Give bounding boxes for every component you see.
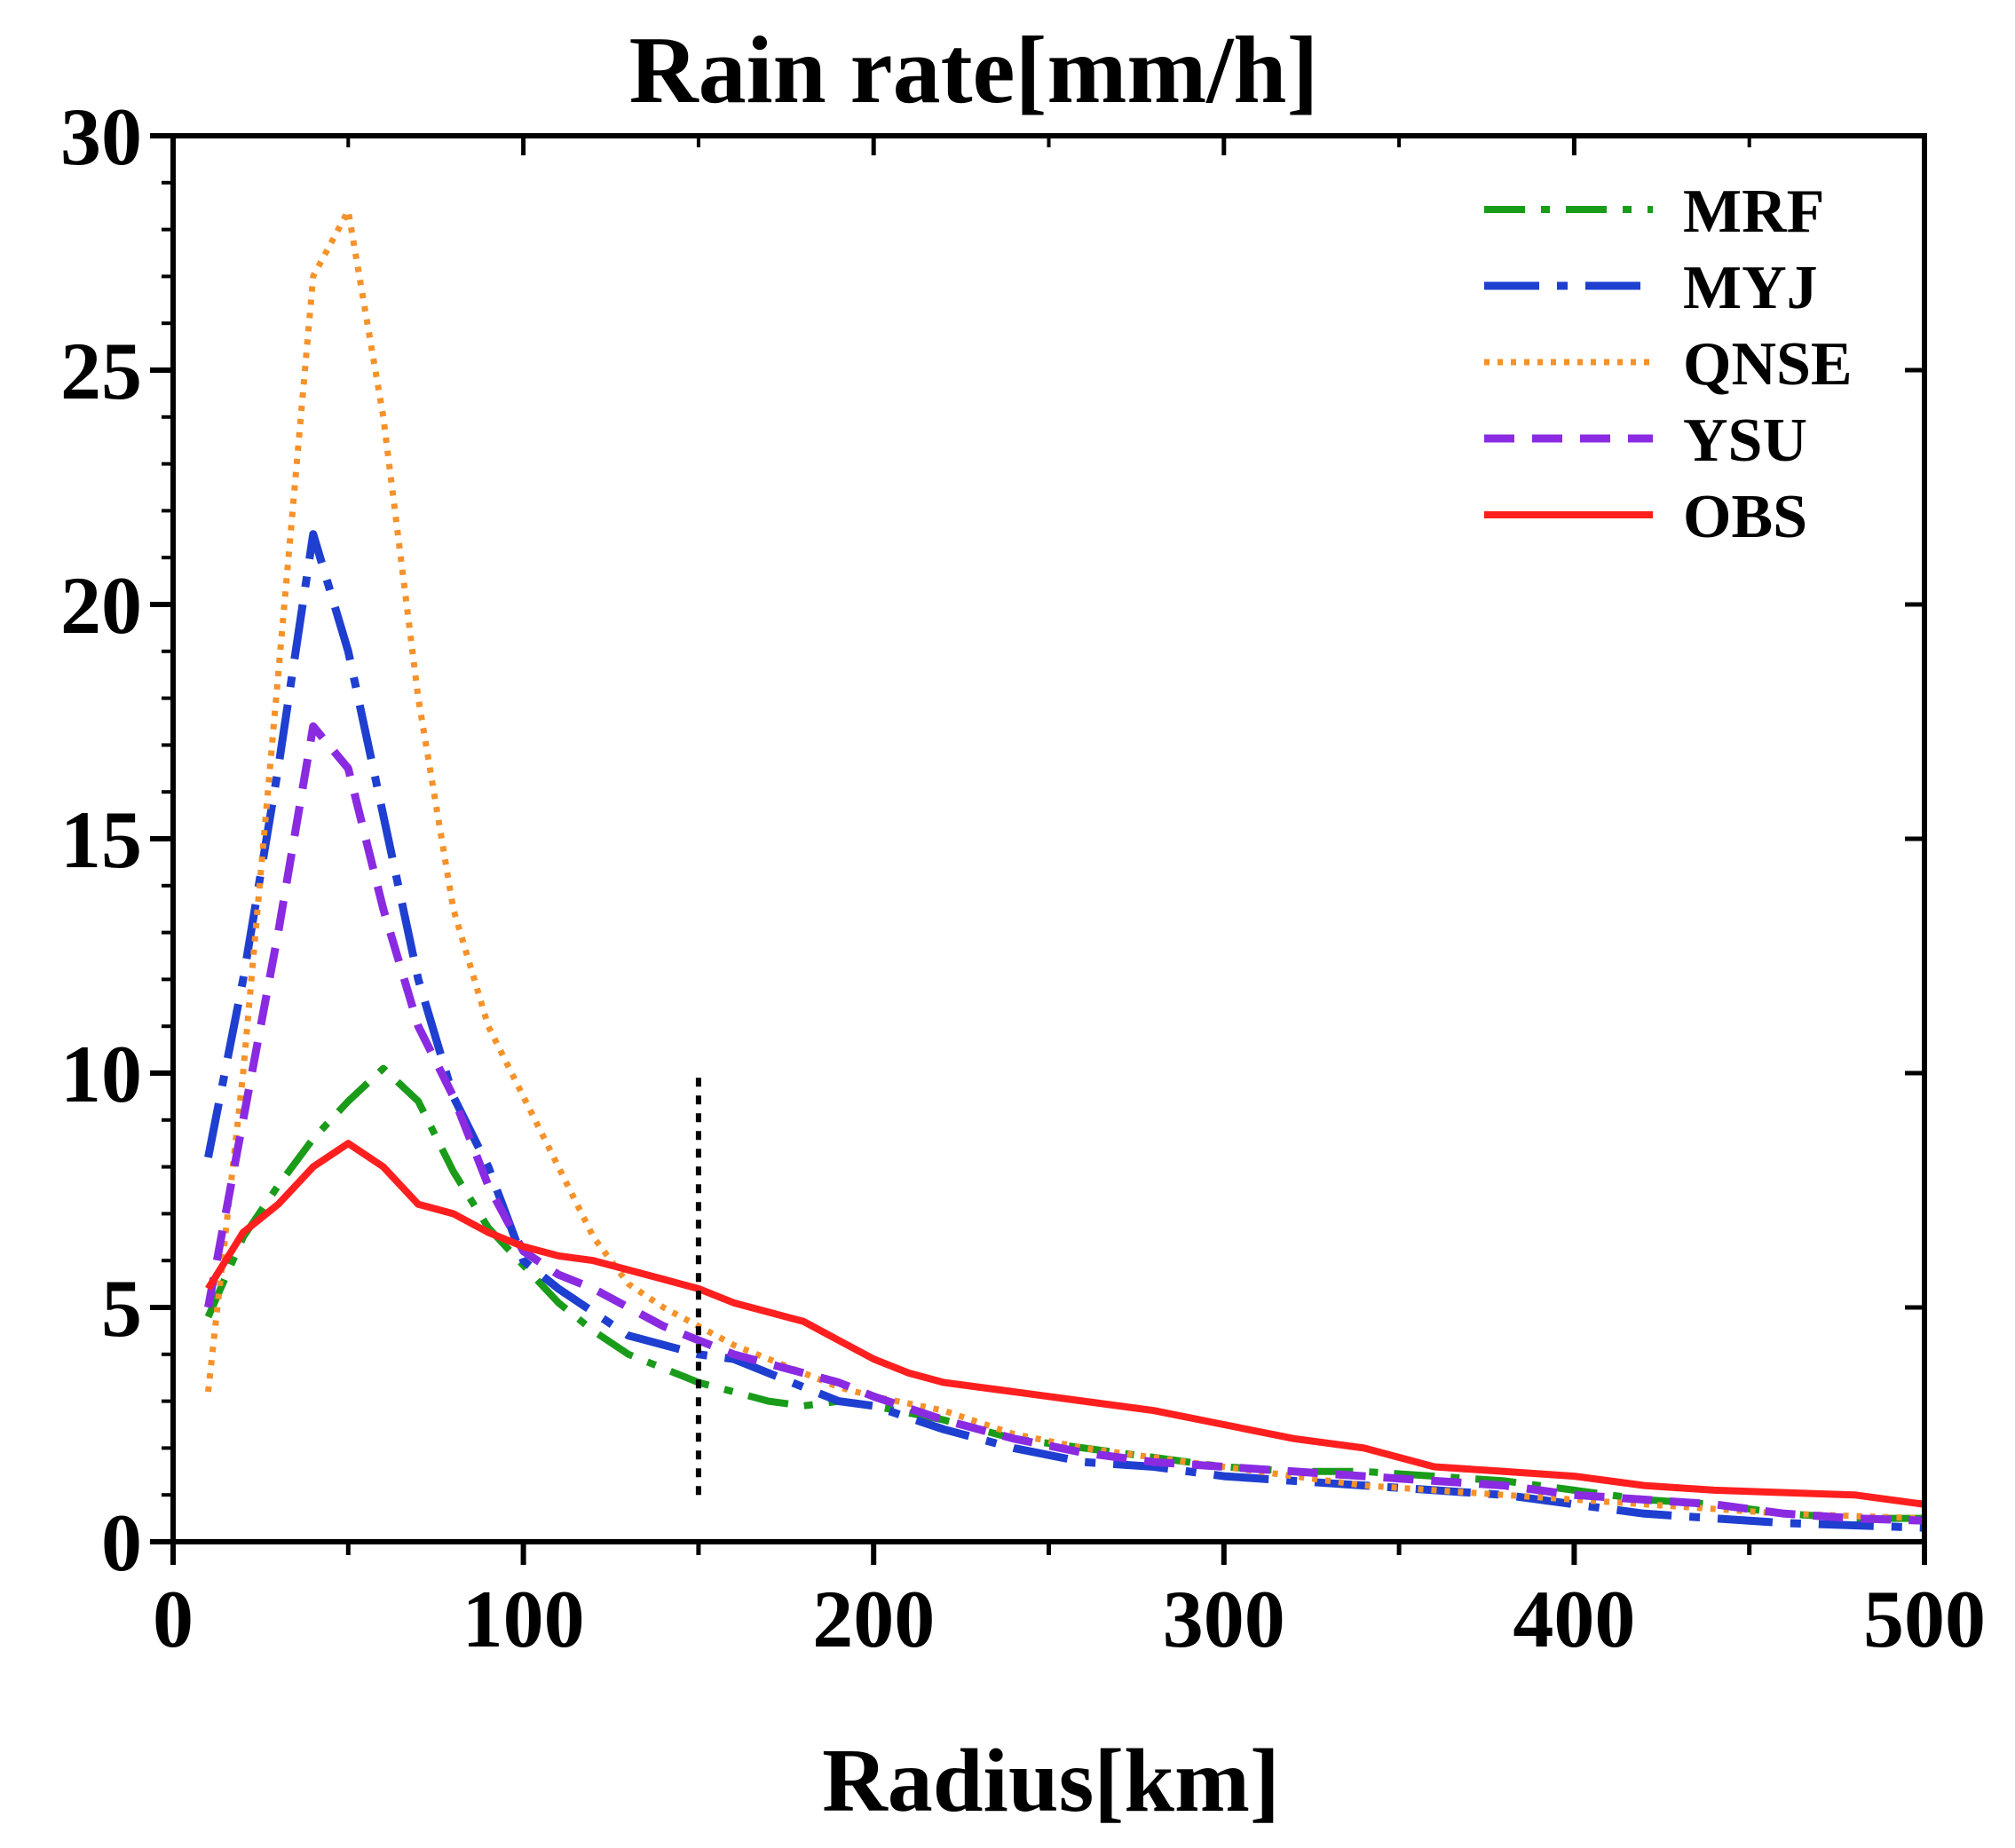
y-tick-label: 5 [101,1263,142,1354]
legend-label-ysu: YSU [1683,407,1807,475]
series-line-obs [205,1140,1924,1508]
x-axis-label: Radius[km] [822,1731,1280,1831]
legend-label-obs: OBS [1683,483,1807,551]
x-axis-ticks: 0 100 200 300 400 500 [153,136,1986,1664]
x-tick-label: 500 [1863,1574,1986,1664]
x-tick-label: 300 [1163,1574,1285,1664]
y-tick-label: 0 [101,1497,142,1588]
series-line-mrf [204,1064,1924,1522]
series-line-ysu [204,722,1924,1525]
series-line-myj [204,530,1924,1532]
legend: MRF MYJ QNSE YSU OBS [1484,178,1853,551]
plot-frame [170,133,1927,1544]
legend-label-myj: MYJ [1683,254,1818,322]
y-tick-label: 15 [60,794,142,885]
y-axis-ticks: 0 5 10 15 20 25 30 [60,91,1924,1588]
y-tick-label: 10 [60,1029,142,1119]
x-tick-label: 0 [153,1574,194,1664]
y-tick-label: 20 [60,560,142,651]
x-tick-label: 100 [462,1574,585,1664]
series-line-qnse [205,208,1924,1522]
x-tick-label: 400 [1513,1574,1635,1664]
y-tick-label: 25 [60,326,142,416]
y-tick-label: 30 [60,91,142,182]
legend-label-qnse: QNSE [1683,330,1853,399]
legend-label-mrf: MRF [1683,178,1824,246]
chart-title: Rain rate[mm/h] [629,18,1319,123]
x-tick-label: 200 [812,1574,935,1664]
series-layer [204,208,1924,1532]
